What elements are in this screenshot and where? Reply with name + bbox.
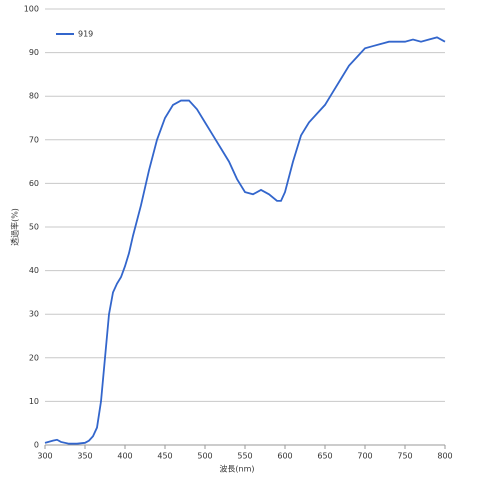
x-tick-label: 350 — [77, 452, 92, 461]
x-tick-label: 600 — [277, 452, 292, 461]
x-tick-label: 300 — [37, 452, 52, 461]
y-tick-label: 50 — [29, 223, 39, 232]
x-tick-label: 550 — [237, 452, 252, 461]
y-tick-label: 100 — [24, 5, 39, 14]
x-tick-label: 750 — [397, 452, 412, 461]
y-tick-label: 70 — [29, 135, 39, 144]
x-tick-label: 800 — [437, 452, 452, 461]
x-tick-label: 700 — [357, 452, 372, 461]
x-tick-label: 650 — [317, 452, 332, 461]
legend-label: 919 — [78, 30, 93, 39]
y-tick-label: 60 — [29, 179, 39, 188]
y-tick-label: 90 — [29, 48, 39, 57]
y-tick-label: 10 — [29, 397, 39, 406]
x-tick-label: 450 — [157, 452, 172, 461]
y-tick-label: 20 — [29, 353, 39, 362]
y-tick-label: 0 — [34, 441, 39, 450]
x-tick-label: 400 — [117, 452, 132, 461]
y-axis-label: 透過率(%) — [10, 208, 20, 246]
y-tick-label: 40 — [29, 266, 39, 275]
data-line — [44, 36, 446, 445]
y-tick-label: 30 — [29, 310, 39, 319]
x-tick-label: 500 — [197, 452, 212, 461]
x-axis-label: 波長(nm) — [219, 464, 254, 474]
y-tick-label: 80 — [29, 92, 39, 101]
